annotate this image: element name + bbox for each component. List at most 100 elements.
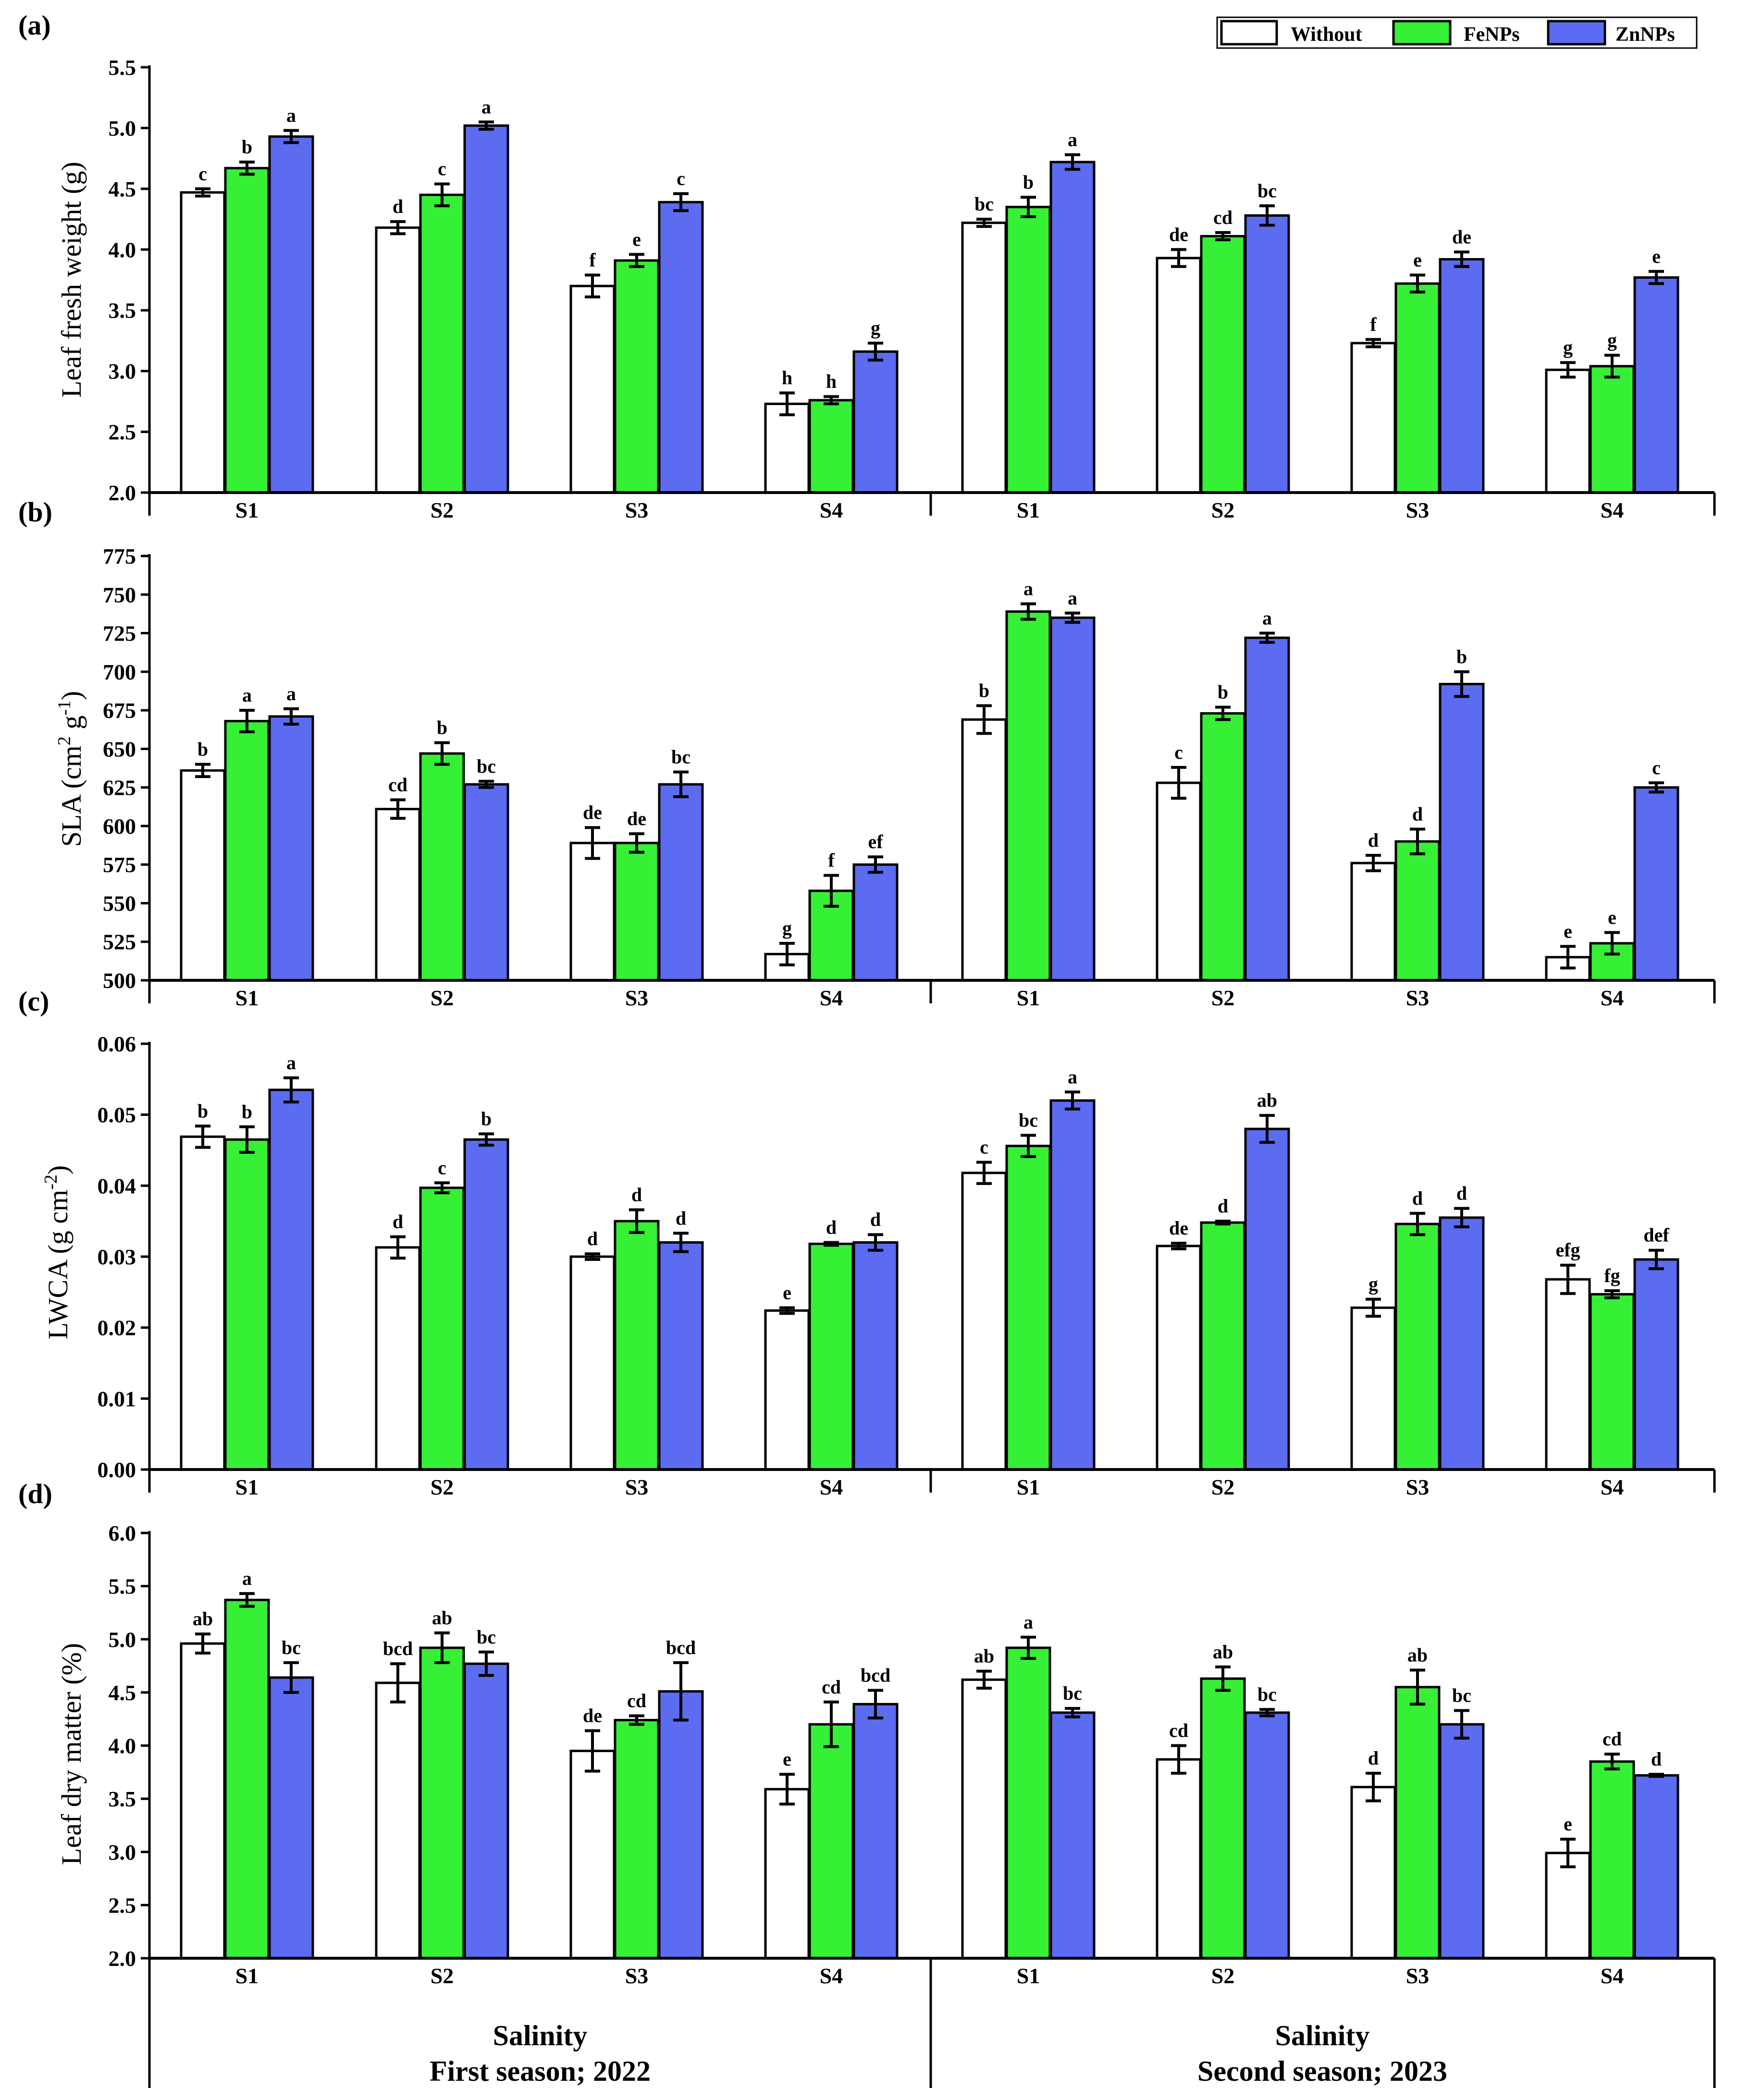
bar-znnps-p2 [463,783,509,982]
significance-label-p2: b [437,717,447,739]
significance-label-p1: g [1607,329,1617,351]
y-tick-label-p2: 750 [103,582,136,607]
y-tick-label-p2: 675 [103,698,136,723]
legend-swatch-without [1220,20,1278,46]
panel-c: (c) LWCA (g cm-2) 0.00 0.01 0.02 0.03 0.04 0.… [18,986,1716,1499]
bar-fenps-p2 [1394,840,1441,982]
bar-znnps-p1 [1049,161,1096,494]
significance-label-p3: def [1643,1224,1669,1246]
significance-label-p3: ab [1257,1089,1277,1111]
significance-label-p1: h [826,371,837,392]
bar-znnps-p3 [1049,1099,1096,1471]
y-tick-label-p1: 3.5 [109,298,136,323]
legend-label-without: Without [1291,24,1362,46]
significance-label-p1: g [1563,336,1573,358]
ylabel-b-mid: g [56,716,87,737]
panel-letter-b: (b) [18,496,52,528]
significance-label-p4: ab [432,1607,452,1629]
x-tick-label-p2: S4 [1601,986,1624,1010]
significance-label-p3: d [870,1209,881,1230]
significance-label-p3: c [980,1136,988,1158]
x-tick-label-p4: S4 [1601,1964,1624,1988]
bar-fenps-p2 [614,841,660,982]
significance-label-p3: g [1368,1273,1378,1295]
bar-znnps-p1 [658,201,704,494]
bar-znnps-p4 [463,1662,509,1960]
bar-without-p3 [375,1246,421,1471]
significance-label-p3: de [1169,1217,1188,1239]
significance-label-p2: de [627,808,646,829]
significance-label-p3: fg [1604,1265,1620,1286]
y-axis-label-b: SLA (cm2 g-1) [54,691,87,847]
y-tick-label-p4: 4.5 [109,1680,136,1705]
panel-letter-a: (a) [18,10,51,41]
ylabel-c-end: ) [42,1165,74,1174]
ylabel-c-sup: -2 [41,1174,61,1190]
significance-label-p1: a [1068,129,1077,150]
x-tick-label-p1: S4 [820,498,843,522]
significance-label-p1: h [782,367,792,389]
footer-left-season: First season; 2022 [430,2055,651,2087]
ylabel-c-main: LWCA (g cm [42,1190,74,1339]
y-tick-label-p2: 600 [103,814,136,839]
significance-label-p3: a [286,1052,296,1074]
legend-swatch-fenps [1392,20,1452,46]
significance-label-p2: a [1023,578,1033,600]
y-tick-label-p1: 4.0 [109,237,136,262]
significance-label-p4: cd [1169,1720,1188,1742]
bar-znnps-p4 [1049,1711,1096,1960]
bar-without-p1 [1156,257,1202,494]
bar-fenps-p4 [1200,1677,1246,1960]
significance-label-p3: d [631,1184,642,1206]
x-tick-label-p2: S4 [820,986,843,1010]
bar-fenps-p2 [224,720,270,982]
legend-label-znnps: ZnNPs [1615,24,1675,46]
significance-label-p4: ab [1407,1644,1428,1666]
y-axis-label-a: Leaf fresh weight (g) [56,161,87,397]
significance-label-p4: ab [193,1608,213,1630]
y-tick-label-p4: 5.0 [109,1627,136,1652]
significance-label-p3: b [481,1108,492,1130]
significance-label-p4: bcd [383,1638,413,1659]
significance-label-p1: cd [1213,207,1233,228]
y-tick-label-p3: 0.04 [98,1174,136,1198]
bar-without-p3 [1545,1278,1591,1471]
x-tick-label-p1: S3 [1406,498,1430,522]
x-tick-label-p3: S1 [1017,1475,1040,1499]
bar-fenps-p4 [224,1598,270,1960]
y-tick-label-p2: 575 [103,852,136,877]
significance-label-p2: b [979,679,989,701]
bar-znnps-p1 [268,135,314,494]
significance-label-p1: c [438,158,446,180]
x-tick-label-p3: S2 [431,1475,454,1499]
bar-without-p2 [180,769,226,982]
y-tick-label-p2: 525 [103,930,136,954]
significance-label-p2: cd [388,774,407,795]
bar-znnps-p1 [1244,214,1290,494]
significance-label-p4: bc [282,1637,301,1658]
significance-label-p2: bc [671,746,690,768]
x-tick-label-p1: S3 [625,498,649,522]
panel-d: (d) Leaf dry matter (%) 2.0 2.5 3.0 3.5 4.0 4… [18,1478,1716,1988]
significance-label-p3: d [1412,1187,1423,1209]
bar-without-p1 [1545,369,1591,494]
bar-fenps-p4 [808,1723,854,1960]
bar-znnps-p3 [463,1138,509,1471]
bar-fenps-p4 [614,1718,660,1960]
bar-fenps-p3 [614,1220,660,1471]
significance-label-p3: d [676,1207,686,1229]
bar-znnps-p1 [1439,258,1485,494]
x-tick-label-p1: S1 [235,498,259,522]
significance-label-p2: c [1174,741,1183,763]
bar-without-p4 [569,1750,616,1960]
y-axis-label-c: LWCA (g cm-2) [41,1165,74,1339]
significance-label-p4: d [1651,1748,1662,1770]
bar-fenps-p2 [1005,610,1051,982]
y-tick-label-p2: 625 [103,776,136,800]
bar-fenps-p3 [1005,1145,1051,1471]
bar-znnps-p2 [1633,786,1679,982]
bar-znnps-p3 [1244,1127,1290,1471]
y-tick-label-p3: 0.05 [98,1103,136,1127]
bar-fenps-p3 [808,1242,854,1471]
significance-label-p2: b [1456,646,1467,667]
